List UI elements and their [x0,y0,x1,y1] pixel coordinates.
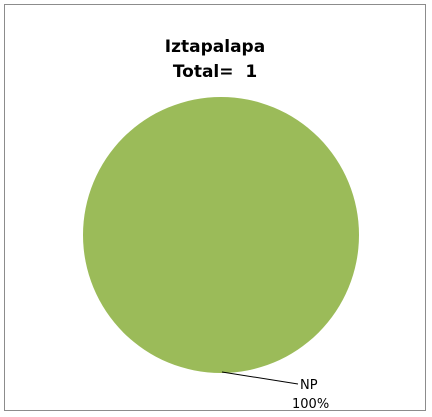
chart-title-line1: Iztapalapa [164,37,266,57]
slice-percent-np: 100% [292,397,329,412]
slice-leader-line [221,371,299,385]
pie-slice-np [83,97,359,373]
chart-title-line2: Total= 1 [172,62,258,82]
chart-title: Iztapalapa Total= 1 [5,35,425,85]
slice-label-np: NP [300,378,318,393]
